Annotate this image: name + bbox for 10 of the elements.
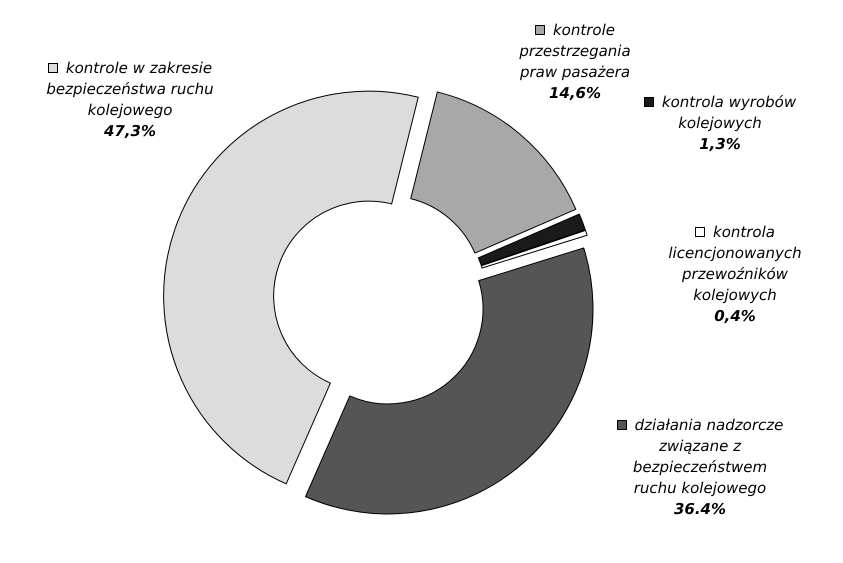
data-label: 47,3%	[104, 122, 156, 140]
legend-label: kontrole w zakresie bezpieczeństwa ruchu kolejowego	[45, 58, 215, 121]
data-label: 0,4%	[714, 307, 756, 325]
legend-label: kontrole przestrzegania praw pasażera	[518, 20, 632, 83]
legend-label: kontrola wyrobów kolejowych	[660, 92, 798, 134]
legend-label: działania nadzorcze związane z bezpieczeństwem ruchu kolejowego	[632, 415, 784, 499]
data-label: 14,6%	[548, 84, 602, 102]
data-label: 1,3%	[699, 135, 741, 153]
data-label: 36.4%	[674, 500, 726, 518]
legend-label: kontrola licencjonowanych przewoźników kolejowych	[667, 222, 803, 306]
